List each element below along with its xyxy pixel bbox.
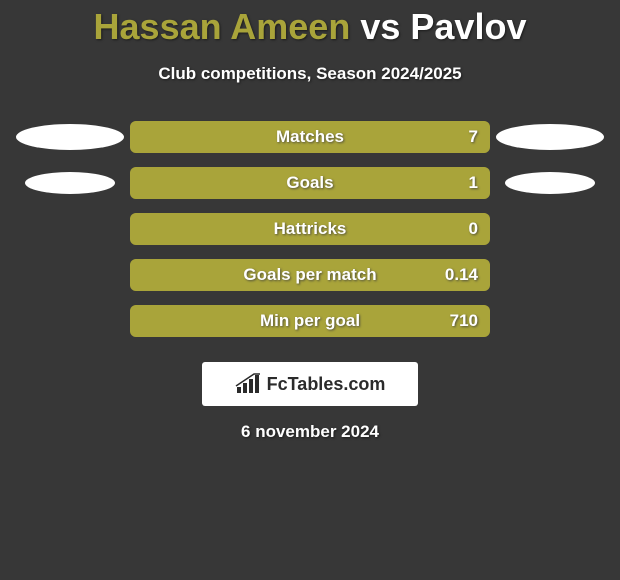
stat-row: Min per goal710 [10, 298, 610, 344]
stat-value: 710 [450, 311, 478, 331]
stat-value: 7 [469, 127, 478, 147]
player2-name: Pavlov [410, 6, 526, 47]
stat-label: Hattricks [130, 219, 490, 239]
stat-label: Min per goal [130, 311, 490, 331]
left-side-slot [10, 124, 130, 150]
player2-ellipse [505, 172, 595, 194]
right-side-slot [490, 124, 610, 150]
date-text: 6 november 2024 [0, 422, 620, 442]
page-title: Hassan Ameen vs Pavlov [0, 0, 620, 48]
stat-row: Hattricks0 [10, 206, 610, 252]
stat-bar: Matches7 [130, 121, 490, 153]
stat-bar: Hattricks0 [130, 213, 490, 245]
stat-row: Goals1 [10, 160, 610, 206]
bar-chart-icon [235, 373, 261, 395]
player1-ellipse [16, 124, 124, 150]
stat-value: 0 [469, 219, 478, 239]
stat-value: 1 [469, 173, 478, 193]
stat-label: Goals per match [130, 265, 490, 285]
player2-ellipse [496, 124, 604, 150]
player1-name: Hassan Ameen [94, 6, 351, 47]
vs-connector: vs [360, 6, 400, 47]
stat-value: 0.14 [445, 265, 478, 285]
stat-bar: Goals per match0.14 [130, 259, 490, 291]
player1-ellipse [25, 172, 115, 194]
stat-label: Goals [130, 173, 490, 193]
stats-chart: Matches7Goals1Hattricks0Goals per match0… [0, 114, 620, 344]
branding-badge: FcTables.com [202, 362, 418, 406]
left-side-slot [10, 172, 130, 194]
stat-label: Matches [130, 127, 490, 147]
branding-text: FcTables.com [267, 374, 386, 395]
right-side-slot [490, 172, 610, 194]
stat-row: Matches7 [10, 114, 610, 160]
stat-bar: Min per goal710 [130, 305, 490, 337]
stat-bar: Goals1 [130, 167, 490, 199]
subtitle: Club competitions, Season 2024/2025 [0, 64, 620, 84]
stat-row: Goals per match0.14 [10, 252, 610, 298]
